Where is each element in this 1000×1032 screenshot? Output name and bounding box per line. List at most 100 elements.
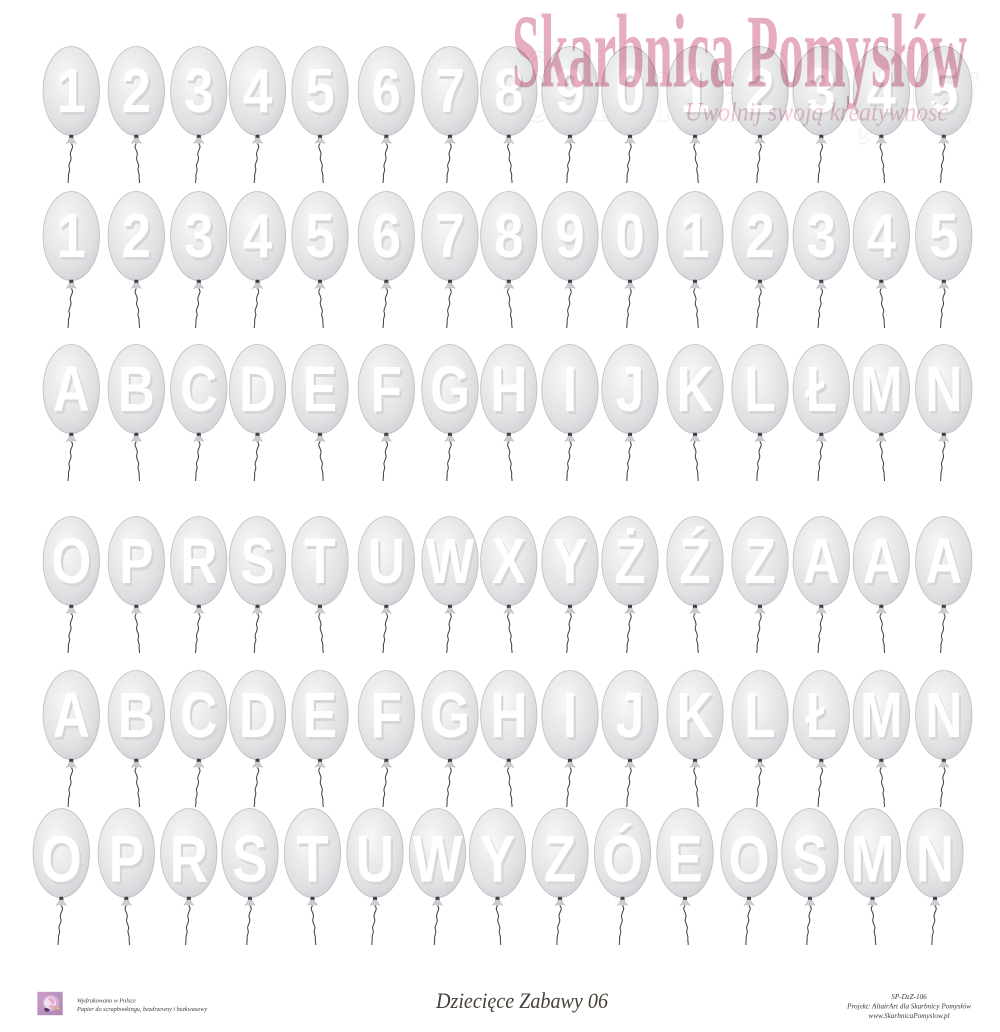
svg-text:H: H [493, 357, 530, 428]
svg-text:0: 0 [618, 205, 647, 274]
svg-text:E: E [303, 681, 337, 752]
svg-text:Ż: Ż [614, 527, 645, 598]
svg-text:I: I [565, 683, 579, 754]
svg-text:Skarbnica Pomysłów: Skarbnica Pomysłów [512, 0, 967, 110]
svg-text:L: L [744, 355, 775, 426]
svg-text:A: A [928, 529, 965, 600]
svg-text:K: K [677, 681, 714, 752]
svg-text:1: 1 [57, 202, 86, 271]
svg-text:G: G [432, 683, 472, 754]
svg-text:T: T [307, 529, 338, 600]
svg-text:H: H [490, 355, 527, 426]
svg-text:Y: Y [553, 527, 587, 598]
svg-text:N: N [918, 825, 956, 899]
svg-text:D: D [239, 681, 276, 752]
svg-text:G: G [432, 357, 472, 428]
svg-text:H: H [493, 683, 530, 754]
svg-text:Uwolnij swoją kreatywność: Uwolnij swoją kreatywność [685, 98, 949, 127]
svg-text:P: P [109, 822, 144, 896]
svg-text:Ó: Ó [604, 825, 645, 899]
svg-text:A: A [803, 527, 840, 598]
svg-text:B: B [118, 681, 155, 752]
svg-text:J: J [618, 683, 646, 754]
svg-text:3: 3 [807, 57, 836, 126]
svg-text:N: N [925, 355, 962, 426]
svg-text:7: 7 [438, 205, 467, 274]
svg-text:X: X [492, 527, 526, 598]
svg-text:Ó: Ó [602, 822, 643, 896]
svg-text:Wydrukowano w Polsce: Wydrukowano w Polsce [77, 998, 136, 1005]
svg-text:R: R [180, 527, 217, 598]
svg-text:F: F [371, 681, 402, 752]
svg-text:Ź: Ź [679, 527, 710, 598]
svg-text:T: T [304, 527, 335, 598]
svg-text:2: 2 [748, 60, 777, 129]
svg-text:1: 1 [683, 205, 712, 274]
svg-text:6: 6 [372, 57, 401, 126]
svg-text:9: 9 [555, 57, 584, 126]
svg-text:Projekt: AltairArt dla Skarbni: Projekt: AltairArt dla Skarbnicy Pomysłó… [846, 1003, 971, 1011]
svg-text:E: E [670, 825, 705, 899]
svg-text:O: O [731, 825, 772, 899]
svg-text:U: U [356, 822, 394, 896]
svg-text:F: F [373, 357, 404, 428]
svg-text:C: C [183, 683, 220, 754]
svg-text:Papier do scrapbookingu, bezdr: Papier do scrapbookingu, bezdrzewny i be… [76, 1006, 208, 1013]
svg-text:4: 4 [869, 60, 898, 129]
svg-text:A: A [53, 681, 90, 752]
svg-text:N: N [928, 357, 965, 428]
svg-text:K: K [679, 357, 716, 428]
svg-text:4: 4 [869, 205, 898, 274]
svg-text:E: E [305, 357, 339, 428]
svg-text:6: 6 [372, 202, 401, 271]
svg-text:2: 2 [748, 205, 777, 274]
svg-text:M: M [851, 822, 895, 896]
svg-text:R: R [170, 822, 208, 896]
svg-text:M: M [862, 357, 905, 428]
svg-text:B: B [118, 355, 155, 426]
svg-text:SP-DzZ-106: SP-DzZ-106 [891, 993, 927, 1001]
svg-text:R: R [183, 529, 220, 600]
svg-text:L: L [747, 357, 778, 428]
svg-text:M: M [860, 355, 903, 426]
svg-text:O: O [728, 822, 769, 896]
svg-text:5: 5 [929, 202, 958, 271]
svg-text:1: 1 [57, 57, 86, 126]
svg-text:C: C [180, 681, 217, 752]
svg-text:5: 5 [308, 60, 337, 129]
svg-text:H: H [490, 681, 527, 752]
svg-text:1: 1 [680, 202, 709, 271]
svg-text:4: 4 [243, 202, 272, 271]
svg-text:9: 9 [555, 202, 584, 271]
svg-text:1: 1 [59, 60, 88, 129]
svg-text:8: 8 [496, 60, 525, 129]
svg-text:1: 1 [680, 57, 709, 126]
svg-text:O: O [54, 529, 94, 600]
svg-text:1: 1 [683, 60, 712, 129]
svg-text:2: 2 [122, 202, 151, 271]
svg-text:5: 5 [931, 205, 960, 274]
svg-text:Dziecięce Zabawy 06: Dziecięce Zabawy 06 [435, 988, 608, 1013]
svg-text:O: O [41, 822, 82, 896]
svg-text:K: K [679, 683, 716, 754]
svg-text:G: G [430, 355, 470, 426]
svg-text:3: 3 [186, 60, 215, 129]
svg-text:T: T [296, 822, 328, 896]
svg-text:3: 3 [807, 202, 836, 271]
svg-text:W: W [428, 529, 477, 600]
svg-text:6: 6 [374, 205, 403, 274]
svg-text:7: 7 [435, 57, 464, 126]
svg-text:W: W [413, 822, 463, 896]
svg-text:Y: Y [480, 822, 515, 896]
svg-text:A: A [863, 527, 900, 598]
svg-text:W: W [426, 527, 475, 598]
svg-text:B: B [120, 683, 157, 754]
svg-text:Z: Z [744, 527, 775, 598]
svg-text:D: D [239, 355, 276, 426]
svg-text:8: 8 [494, 57, 523, 126]
svg-text:Z: Z [546, 825, 578, 899]
svg-text:W: W [415, 825, 465, 899]
svg-text:9: 9 [558, 60, 587, 129]
svg-text:www.SkarbnicaPomyslow.pl: www.SkarbnicaPomyslow.pl [868, 1012, 949, 1020]
svg-text:1: 1 [59, 205, 88, 274]
